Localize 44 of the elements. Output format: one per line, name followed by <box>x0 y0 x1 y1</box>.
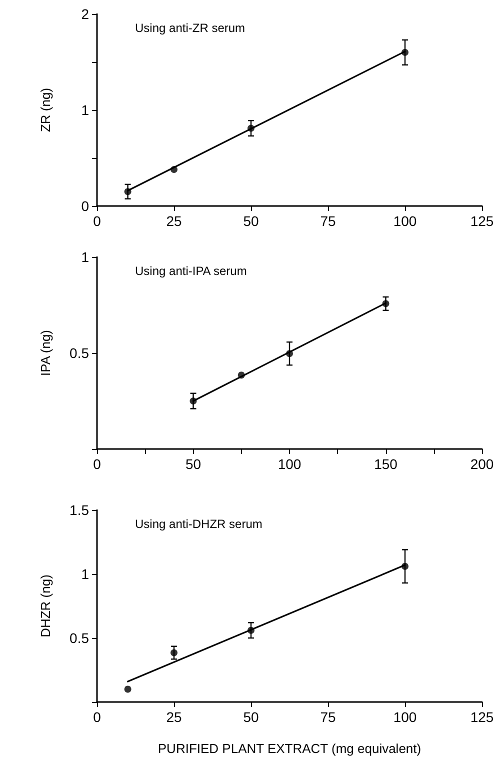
point <box>402 48 408 56</box>
point <box>286 350 293 358</box>
x-tick-label: 50 <box>243 709 259 725</box>
y-tick-label: 1.5 <box>70 502 90 518</box>
y-tick-label: 0.5 <box>70 630 90 646</box>
annotation: Using anti-IPA serum <box>135 264 247 278</box>
point <box>248 124 254 132</box>
y-tick-label: 1 <box>81 566 90 582</box>
x-tick-label: 0 <box>93 213 102 229</box>
point <box>170 166 178 174</box>
x-tick-label: 100 <box>278 456 302 472</box>
y-tick-label: 1 <box>81 102 90 118</box>
point <box>238 372 245 379</box>
y-tick-label: 0 <box>81 198 90 214</box>
y-tick-label: 1 <box>81 249 90 265</box>
y-axis-title: DHZR (ng) <box>38 574 53 638</box>
point <box>402 562 408 570</box>
point <box>382 300 390 308</box>
x-axis-title: PURIFIED PLANT EXTRACT (mg equivalent) <box>158 741 422 756</box>
point <box>170 649 178 656</box>
y-axis-title: IPA (ng) <box>38 330 53 376</box>
x-tick-label: 25 <box>166 213 182 229</box>
x-tick-label: 150 <box>374 456 398 472</box>
x-tick-label: 0 <box>93 456 102 472</box>
annotation: Using anti-ZR serum <box>135 21 246 35</box>
x-tick-label: 50 <box>243 213 259 229</box>
x-tick-label: 200 <box>470 456 494 472</box>
point <box>248 626 254 634</box>
annotation: Using anti-DHZR serum <box>135 517 262 531</box>
x-tick-label: 25 <box>166 709 182 725</box>
point <box>124 188 132 196</box>
x-tick-label: 75 <box>320 709 336 725</box>
x-tick-label: 0 <box>93 709 102 725</box>
x-tick-label: 75 <box>320 213 336 229</box>
x-tick-label: 100 <box>393 213 417 229</box>
y-axis-title: ZR (ng) <box>38 88 53 132</box>
y-tick-label: 0.5 <box>70 345 90 361</box>
point <box>190 398 197 404</box>
x-tick-label: 125 <box>470 213 494 229</box>
x-tick-label: 100 <box>393 709 417 725</box>
y-tick-label: 2 <box>81 6 90 22</box>
point <box>124 686 132 693</box>
x-tick-label: 125 <box>470 709 494 725</box>
x-tick-label: 50 <box>185 456 202 472</box>
